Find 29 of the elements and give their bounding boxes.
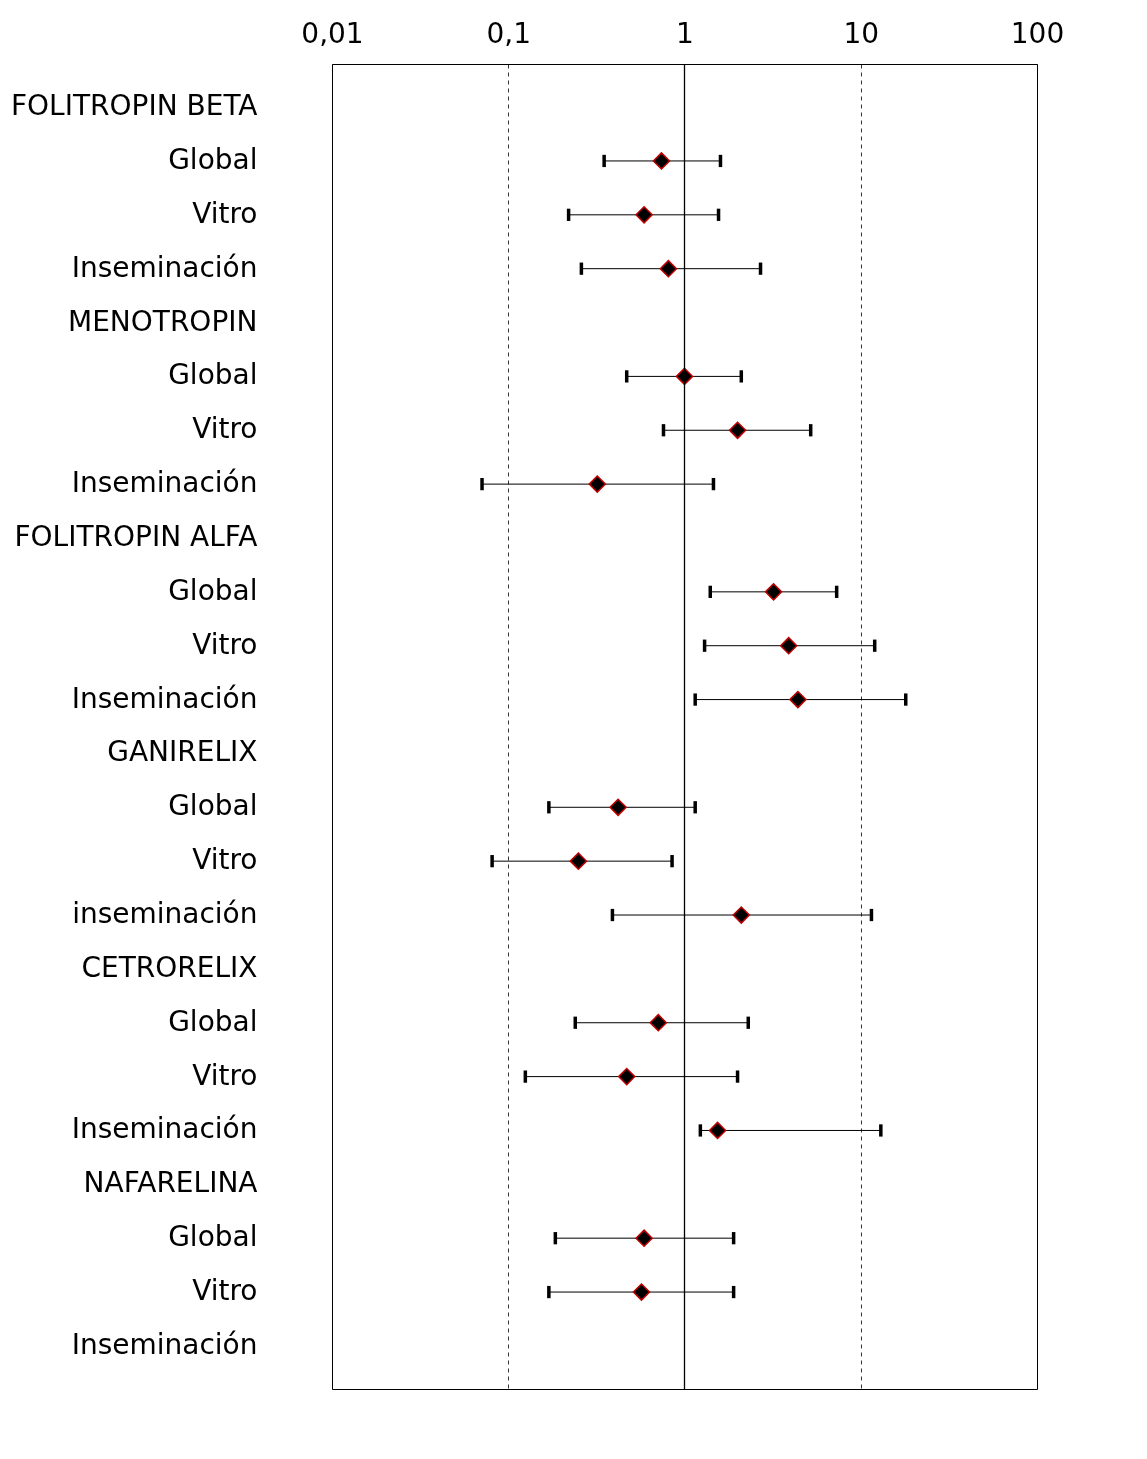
y-tick-label: Vitro <box>192 1274 258 1308</box>
y-tick-label: Global <box>168 1220 258 1254</box>
y-tick-label: inseminación <box>72 897 258 931</box>
y-tick-label: FOLITROPIN ALFA <box>14 519 258 553</box>
y-tick-label: Global <box>168 789 258 823</box>
y-tick-label: Inseminación <box>71 1327 258 1361</box>
y-tick-label: Vitro <box>192 196 258 230</box>
y-tick-label: CETRORELIX <box>81 950 258 984</box>
y-tick-label: Global <box>168 358 258 392</box>
y-tick-label: Inseminación <box>71 1112 258 1146</box>
y-tick-label: Inseminación <box>71 250 258 284</box>
y-tick-label: FOLITROPIN BETA <box>10 89 258 123</box>
y-tick-label: MENOTROPIN <box>67 304 258 338</box>
x-tick-label: 0,1 <box>486 16 532 50</box>
y-tick-label: Global <box>168 1004 258 1038</box>
x-tick-label: 0,01 <box>301 16 364 50</box>
y-tick-label: Vitro <box>192 843 258 877</box>
y-tick-label: Vitro <box>192 1058 258 1092</box>
y-tick-label: Inseminación <box>71 466 258 500</box>
y-tick-label: NAFARELINA <box>83 1166 258 1200</box>
x-tick-label: 10 <box>843 16 880 50</box>
y-tick-label: Global <box>168 573 258 607</box>
y-tick-label: Global <box>168 142 258 176</box>
y-tick-label: Inseminación <box>71 681 258 715</box>
x-tick-label: 100 <box>1010 16 1065 50</box>
y-tick-label: Vitro <box>192 627 258 661</box>
y-tick-label: Vitro <box>192 412 258 446</box>
x-tick-label: 1 <box>676 16 694 50</box>
y-tick-label: GANIRELIX <box>107 735 258 769</box>
